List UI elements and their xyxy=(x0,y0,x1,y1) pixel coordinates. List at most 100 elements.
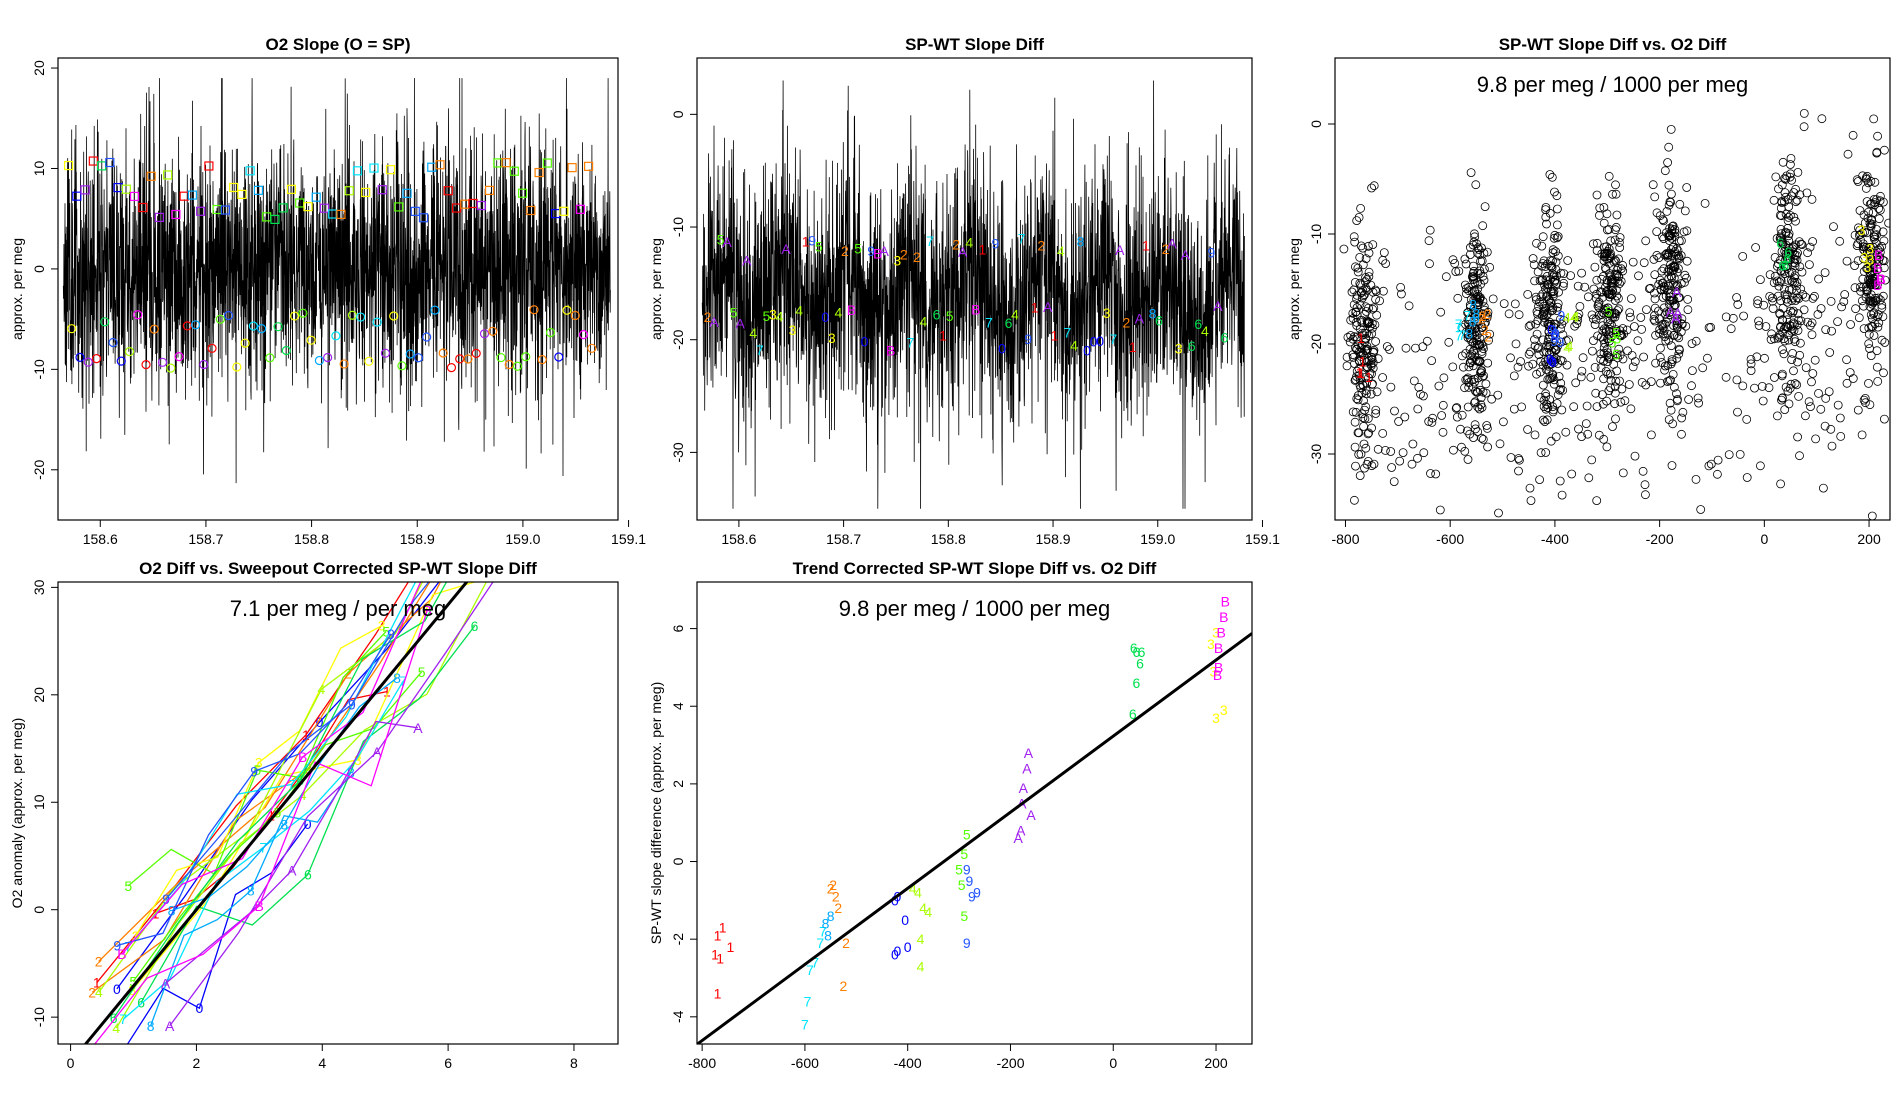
x-tick-label: -800 xyxy=(1331,531,1359,547)
scatter-point xyxy=(1469,433,1478,443)
scatter-point xyxy=(1558,281,1568,291)
scatter-point xyxy=(1548,291,1558,301)
label-marker: 2 xyxy=(520,496,528,512)
scatter-point xyxy=(1424,236,1434,246)
x-tick-label: -400 xyxy=(894,1055,922,1071)
scatter-point xyxy=(1781,174,1791,184)
scatter-point xyxy=(1864,242,1874,252)
scatter-point xyxy=(1765,291,1775,301)
scatter-point xyxy=(1548,402,1558,412)
x-tick-label: 4 xyxy=(318,1055,326,1071)
scatter-point xyxy=(1684,395,1693,404)
scatter-point xyxy=(1795,451,1804,461)
scatter-point xyxy=(1819,483,1828,493)
square-marker xyxy=(410,206,420,216)
series-line xyxy=(165,720,418,984)
scatter-point xyxy=(1652,208,1662,218)
scatter-point xyxy=(1371,337,1380,346)
square-marker xyxy=(130,191,140,202)
scatter-point xyxy=(1781,240,1791,250)
scatter-point xyxy=(1625,584,1633,592)
scatter-point xyxy=(1462,284,1471,294)
label-marker: 7 xyxy=(119,1011,127,1027)
scatter-point xyxy=(1666,341,1676,351)
scatter-point xyxy=(1803,248,1812,258)
scatter-point xyxy=(1541,262,1550,271)
scatter-point xyxy=(1554,372,1564,381)
label-marker: 2 xyxy=(913,249,921,265)
scatter-point xyxy=(1549,379,1559,389)
scatter-point xyxy=(1451,403,1461,413)
scatter-point xyxy=(1467,272,1477,282)
square-marker xyxy=(229,182,239,193)
square-marker xyxy=(484,185,495,196)
scatter-point xyxy=(1805,260,1814,270)
scatter-point xyxy=(1524,321,1534,331)
label-marker: 0 xyxy=(998,340,1006,356)
scatter-point xyxy=(1592,402,1602,412)
scatter-point xyxy=(1553,232,1563,241)
scatter-point xyxy=(1872,346,1882,356)
scatter-point xyxy=(1409,376,1419,386)
scatter-point xyxy=(1466,168,1476,178)
chart-title: O2 Slope (O = SP) xyxy=(265,35,410,54)
scatter-point xyxy=(1398,448,1408,458)
circle-marker xyxy=(157,357,168,367)
scatter-point xyxy=(1453,293,1463,303)
label-marker: A xyxy=(1213,298,1223,314)
circle-marker xyxy=(455,354,465,364)
scatter-point xyxy=(1553,302,1562,312)
scatter-point xyxy=(1780,174,1789,183)
scatter-point xyxy=(1538,335,1548,345)
circle-marker xyxy=(83,357,93,367)
scatter-point xyxy=(1538,259,1548,268)
scatter-point xyxy=(1624,380,1634,389)
label-marker: 4 xyxy=(317,681,325,697)
scatter-point xyxy=(1551,247,1560,256)
cluster-label-marker: 3 xyxy=(1858,222,1866,238)
scatter-point xyxy=(1672,244,1682,254)
scatter-point xyxy=(1531,319,1540,329)
scatter-point xyxy=(1367,369,1376,379)
scatter-point xyxy=(1597,310,1606,320)
scatter-point xyxy=(1538,380,1548,390)
scatter-point xyxy=(1840,290,1850,299)
scatter-point xyxy=(1863,213,1873,223)
scatter-point xyxy=(1401,343,1411,353)
circle-marker xyxy=(413,353,424,363)
scatter-point xyxy=(1808,237,1817,246)
scatter-point xyxy=(1534,343,1544,353)
scatter-point xyxy=(1877,300,1887,310)
scatter-point xyxy=(1457,351,1467,361)
scatter-point xyxy=(1666,296,1676,305)
scatter-point xyxy=(1661,336,1671,346)
scatter-point xyxy=(1665,197,1675,207)
scatter-point xyxy=(1463,373,1473,383)
data-point-label: 0 xyxy=(894,943,902,959)
scatter-point xyxy=(1816,404,1826,414)
scatter-point xyxy=(1600,324,1609,334)
scatter-point xyxy=(1372,387,1382,397)
cluster-label-marker: 1 xyxy=(1359,354,1367,370)
scatter-point xyxy=(1787,321,1796,331)
label-marker: 5 xyxy=(854,240,862,256)
scatter-point xyxy=(1448,362,1458,372)
scatter-point xyxy=(1542,347,1552,357)
scatter-point xyxy=(1358,413,1368,423)
scatter-point xyxy=(1666,359,1676,369)
chart-title: SP-WT Slope Diff xyxy=(905,35,1044,54)
label-marker: 6 xyxy=(137,994,145,1010)
scatter-point xyxy=(1721,372,1731,382)
scatter-point xyxy=(1638,466,1648,476)
scatter-point xyxy=(1437,411,1446,420)
scatter-point xyxy=(1764,383,1774,393)
scatter-point xyxy=(1541,404,1551,414)
scatter-point xyxy=(1669,301,1679,311)
square-marker xyxy=(575,204,585,214)
label-marker: 4 xyxy=(1070,338,1078,354)
label-marker: B xyxy=(873,246,882,262)
scatter-point xyxy=(1756,275,1765,285)
scatter-point xyxy=(1471,180,1481,190)
scatter-point xyxy=(1680,277,1689,287)
scatter-point xyxy=(1378,428,1388,438)
